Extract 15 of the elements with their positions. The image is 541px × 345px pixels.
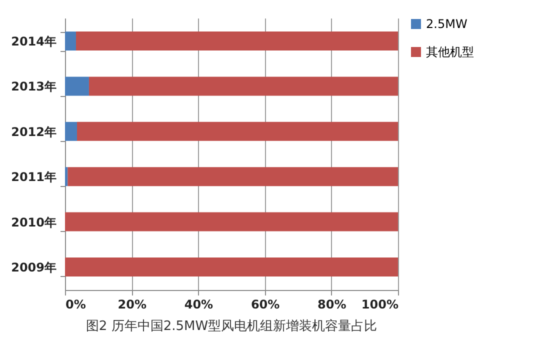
y-tick-label: 2009年 <box>11 260 56 274</box>
x-tick-label: 80% <box>318 298 346 312</box>
x-tick-label: 60% <box>250 298 280 312</box>
text: 图2 历年中国2.5MW型风电机组新增装机容量占比 <box>86 318 378 334</box>
legend-label: 2.5MW <box>426 17 468 31</box>
y-tick-label: 2013年 <box>11 80 56 94</box>
y-tick-label: 2010年 <box>11 215 56 230</box>
x-tick-label: 100% <box>361 298 398 312</box>
y-tick-label: 2012年 <box>11 124 56 139</box>
x-tick-label: 40% <box>184 298 214 312</box>
legend-label: 其他机型 <box>426 45 474 59</box>
x-tick-label: 0% <box>66 298 86 312</box>
y-tick-label: 2011年 <box>11 170 56 184</box>
y-tick-label: 2014年 <box>11 34 56 49</box>
x-tick-label: 20% <box>118 298 146 312</box>
